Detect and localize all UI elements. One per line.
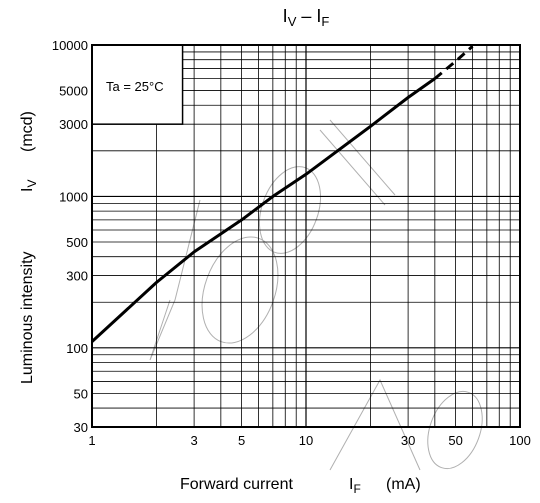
y-tick-label: 30 [74,420,88,435]
y-tick-label: 5000 [59,84,88,99]
y-axis-unit: (mcd) [19,111,36,152]
grid [92,45,520,427]
y-tick-label: 10000 [52,38,88,53]
x-tick-label: 30 [401,433,415,448]
x-tick-labels: 1 3 5 10 30 50 100 [88,433,530,448]
x-tick-label: 1 [88,433,95,448]
ambient-temperature-label: Ta = 25°C [106,79,164,94]
x-tick-label: 50 [448,433,462,448]
series-line-dashed [433,45,474,80]
x-axis-symbol: IF [349,476,361,496]
y-tick-label: 1000 [59,189,88,204]
watermark [149,119,483,471]
x-tick-label: 3 [190,433,197,448]
y-tick-label: 300 [66,269,88,284]
x-axis-unit: (mA) [386,476,421,493]
y-tick-label: 3000 [59,117,88,132]
x-tick-label: 5 [238,433,245,448]
y-axis-label-group: Luminous intensity IV (mcd) [19,111,39,384]
y-tick-label: 500 [66,235,88,250]
x-tick-label: 100 [509,433,531,448]
series-group [90,45,474,343]
y-tick-label: 50 [74,386,88,401]
chart-title: IV – IF [283,6,330,29]
x-tick-label: 10 [299,433,313,448]
y-tick-labels: 30 50 100 300 500 1000 3000 5000 10000 [52,38,88,435]
y-axis-label: Luminous intensity [19,251,36,384]
plot-frame [91,44,521,428]
x-axis-label: Forward current [180,476,293,493]
y-tick-label: 100 [66,341,88,356]
series-line-solid [90,77,436,343]
ambient-temperature-box [91,44,184,125]
y-axis-symbol: IV [19,180,39,192]
